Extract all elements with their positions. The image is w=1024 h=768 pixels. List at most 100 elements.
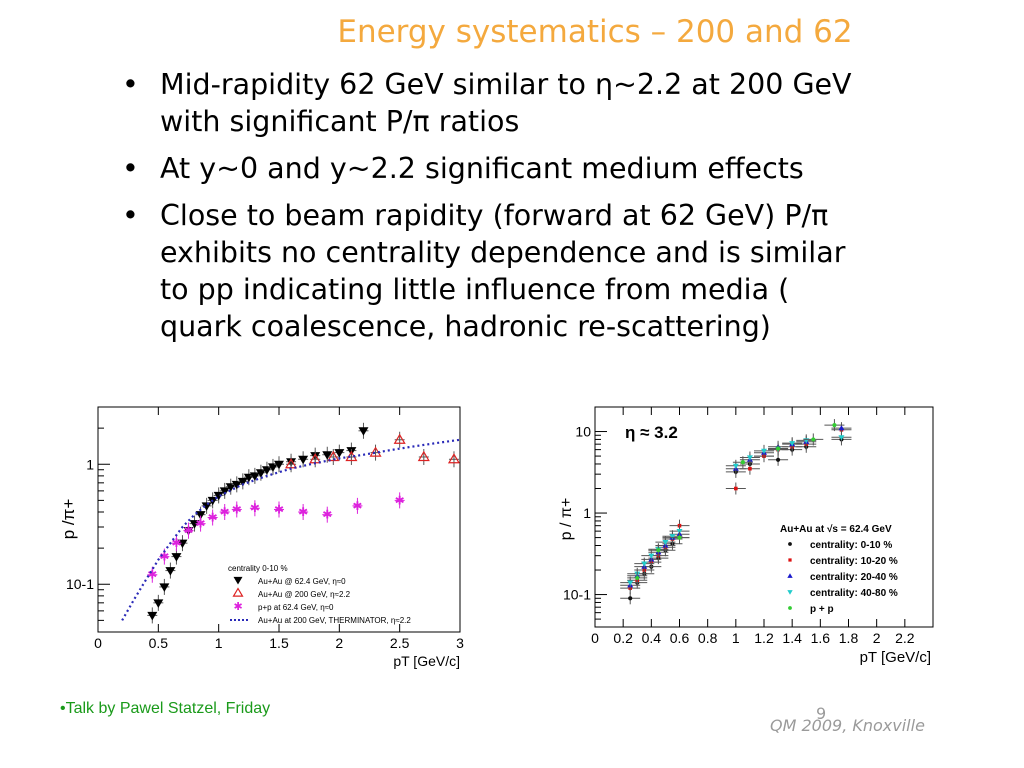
data-point — [635, 575, 640, 581]
legend-label: Au+Au @ 62.4 GeV, η≈0 — [258, 577, 346, 586]
data-point — [838, 435, 845, 441]
data-point — [393, 433, 406, 444]
data-point — [669, 534, 676, 540]
data-point — [676, 529, 683, 535]
data-point — [734, 486, 738, 491]
data-point — [627, 580, 634, 586]
legend-label: p + p — [810, 604, 834, 615]
bullet-line: with significant P/π ratios — [160, 105, 520, 138]
y-tick-label: 1 — [86, 456, 94, 472]
data-point — [153, 599, 164, 608]
legend-label: centrality: 0-10 % — [810, 540, 892, 551]
data-point — [748, 466, 752, 471]
x-tick-label: 1 — [732, 630, 740, 646]
data-point: ✱ — [395, 493, 405, 507]
legend-swatch — [788, 542, 792, 546]
x-tick-label: 1.5 — [269, 635, 289, 651]
talk-footnote: •Talk by Pawel Statzel, Friday — [60, 700, 271, 717]
legend-swatch — [787, 573, 793, 578]
data-point — [417, 450, 430, 462]
data-point — [746, 455, 753, 461]
x-tick-label: 2.5 — [390, 635, 410, 651]
data-point — [334, 449, 345, 458]
data-point — [171, 553, 182, 562]
series-curve — [121, 438, 461, 621]
x-tick-label: 2 — [335, 635, 343, 651]
y-tick-label: 1 — [583, 505, 591, 521]
legend-label: centrality: 10-20 % — [810, 556, 898, 567]
data-point — [267, 463, 278, 472]
legend-swatch: ✱ — [233, 601, 242, 613]
data-point: ✱ — [298, 505, 308, 519]
bullet-line: exhibits no centrality dependence and is… — [160, 236, 846, 269]
x-tick-label: 0.5 — [149, 635, 169, 651]
data-point: ✱ — [147, 568, 157, 582]
legend-swatch — [787, 590, 793, 595]
data-point — [189, 520, 200, 529]
data-point — [740, 460, 745, 465]
data-point: ✱ — [183, 524, 193, 538]
data-point — [789, 441, 796, 447]
data-point — [255, 469, 266, 478]
data-point — [628, 596, 633, 601]
x-tick-label: 1 — [215, 635, 223, 651]
data-point — [147, 611, 158, 621]
x-tick-label: 0 — [94, 635, 102, 651]
data-point — [761, 448, 767, 454]
conference-label: QM 2009, Knoxville — [770, 716, 925, 735]
data-point — [201, 502, 212, 511]
x-tick-label: 1.6 — [811, 630, 831, 646]
data-point: ✱ — [208, 510, 218, 524]
data-point — [677, 535, 682, 540]
legend-swatch — [788, 558, 792, 562]
data-point — [732, 463, 739, 469]
legend-title: centrality 0-10 % — [228, 564, 288, 573]
data-point — [177, 539, 188, 549]
bullet-line: quark coalescence, hadronic re-scatterin… — [160, 310, 771, 343]
data-point — [298, 455, 309, 465]
y-tick-label: 10-1 — [66, 576, 94, 592]
data-point: ✱ — [171, 536, 181, 550]
x-tick-label: 2 — [873, 630, 881, 646]
data-point — [641, 561, 648, 567]
bullet-line: Close to beam rapidity (forward at 62 Ge… — [160, 199, 829, 232]
data-point — [775, 446, 781, 451]
x-tick-label: 0.8 — [698, 630, 718, 646]
data-point — [447, 453, 461, 464]
x-axis-label: pT [GeV/c] — [393, 653, 460, 669]
slide-title: Energy systematics – 200 and 62 — [337, 14, 853, 50]
legend-title: Au+Au at √s = 62.4 GeV — [780, 524, 892, 535]
x-tick-label: 2.2 — [895, 630, 915, 646]
x-tick-label: 0.4 — [642, 630, 662, 646]
x-tick-label: 0.2 — [613, 630, 633, 646]
data-point — [327, 450, 340, 462]
data-point: ✱ — [250, 501, 260, 515]
bullet-item: • Mid-rapidity 62 GeV similar to η~2.2 a… — [122, 66, 1002, 140]
bullet-item: • At y~0 and y~2.2 significant medium ef… — [122, 150, 1002, 187]
x-tick-label: 0 — [591, 630, 599, 646]
data-point — [249, 472, 260, 481]
left-ratio-plot: 0 0.5 1 1.5 2 2.5 310-11 ✱✱✱✱ ✱ ✱ ✱ ✱ ✱ ✱ ✱ ✱✱ ✱ centra… — [59, 406, 464, 669]
legend-label: centrality: 40-80 % — [810, 588, 898, 599]
data-point: ✱ — [196, 517, 206, 531]
legend-label: Au+Au at 200 GeV, THERMINATOR, η≈2.2 — [258, 616, 411, 625]
data-point — [213, 491, 224, 501]
bullet-dot: • — [122, 199, 139, 232]
data-point — [775, 457, 781, 462]
x-tick-label: 1.2 — [754, 630, 774, 646]
data-point — [274, 460, 284, 470]
data-point — [811, 437, 816, 442]
data-point: ✱ — [352, 499, 362, 513]
eta-annotation: η ≈ 3.2 — [625, 423, 678, 442]
data-point: ✱ — [232, 502, 242, 516]
data-point — [648, 553, 655, 559]
bullet-line: At y~0 and y~2.2 significant medium effe… — [160, 152, 804, 185]
data-point: ✱ — [220, 505, 230, 519]
bullet-line: Mid-rapidity 62 GeV similar to η~2.2 at … — [160, 68, 852, 101]
data-point: ✱ — [274, 502, 284, 516]
data-point — [358, 427, 369, 436]
x-tick-label: 0.6 — [670, 630, 690, 646]
bullet-item: • Close to beam rapidity (forward at 62 … — [122, 197, 1002, 345]
page-number: 9 — [816, 704, 827, 723]
data-point — [838, 425, 845, 431]
